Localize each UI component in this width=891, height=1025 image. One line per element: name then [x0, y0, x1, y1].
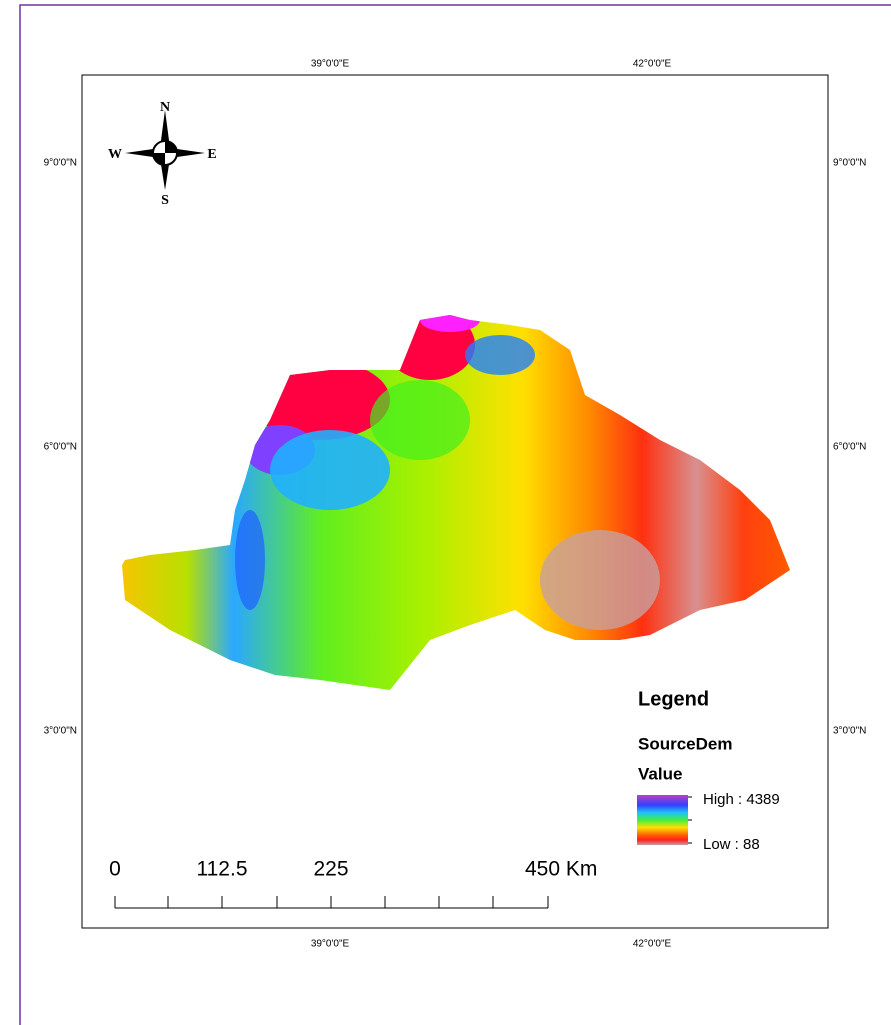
right-coord-label: 3°0'0"N: [833, 726, 866, 737]
bottom-coord-label: 39°0'0"E: [311, 939, 350, 950]
legend-layer: SourceDem: [638, 734, 732, 753]
left-coord-label: 6°0'0"N: [44, 442, 77, 453]
south-label: S: [161, 193, 169, 208]
legend-title: Legend: [638, 688, 709, 710]
bottom-coord-label: 42°0'0"E: [633, 939, 672, 950]
legend-colorbar: [637, 795, 688, 845]
scale-label: 450 Km: [525, 858, 597, 881]
top-coord-label: 42°0'0"E: [633, 59, 672, 70]
dem-raster: [110, 300, 810, 700]
legend: Legend SourceDem Value High : 4389 Low :…: [637, 688, 780, 853]
map-page: 39°0'0"E 42°0'0"E 39°0'0"E 42°0'0"E 9°0'0"N 6…: [0, 0, 891, 1025]
legend-field: Value: [638, 764, 682, 783]
scale-label: 225: [313, 858, 348, 881]
north-label: N: [160, 100, 170, 115]
scale-label: 112.5: [197, 858, 248, 881]
north-arrow: N E S W: [108, 100, 217, 208]
scale-label: 0: [109, 858, 121, 881]
top-coord-label: 39°0'0"E: [311, 59, 350, 70]
left-coord-label: 3°0'0"N: [44, 726, 77, 737]
west-label: W: [108, 147, 122, 162]
left-coord-label: 9°0'0"N: [44, 158, 77, 169]
right-coord-label: 6°0'0"N: [833, 442, 866, 453]
legend-low: Low : 88: [703, 836, 760, 853]
scale-bar: 0 112.5 225 450 Km: [109, 858, 597, 908]
legend-high: High : 4389: [703, 791, 780, 808]
right-coord-label: 9°0'0"N: [833, 158, 866, 169]
east-label: E: [207, 147, 216, 162]
